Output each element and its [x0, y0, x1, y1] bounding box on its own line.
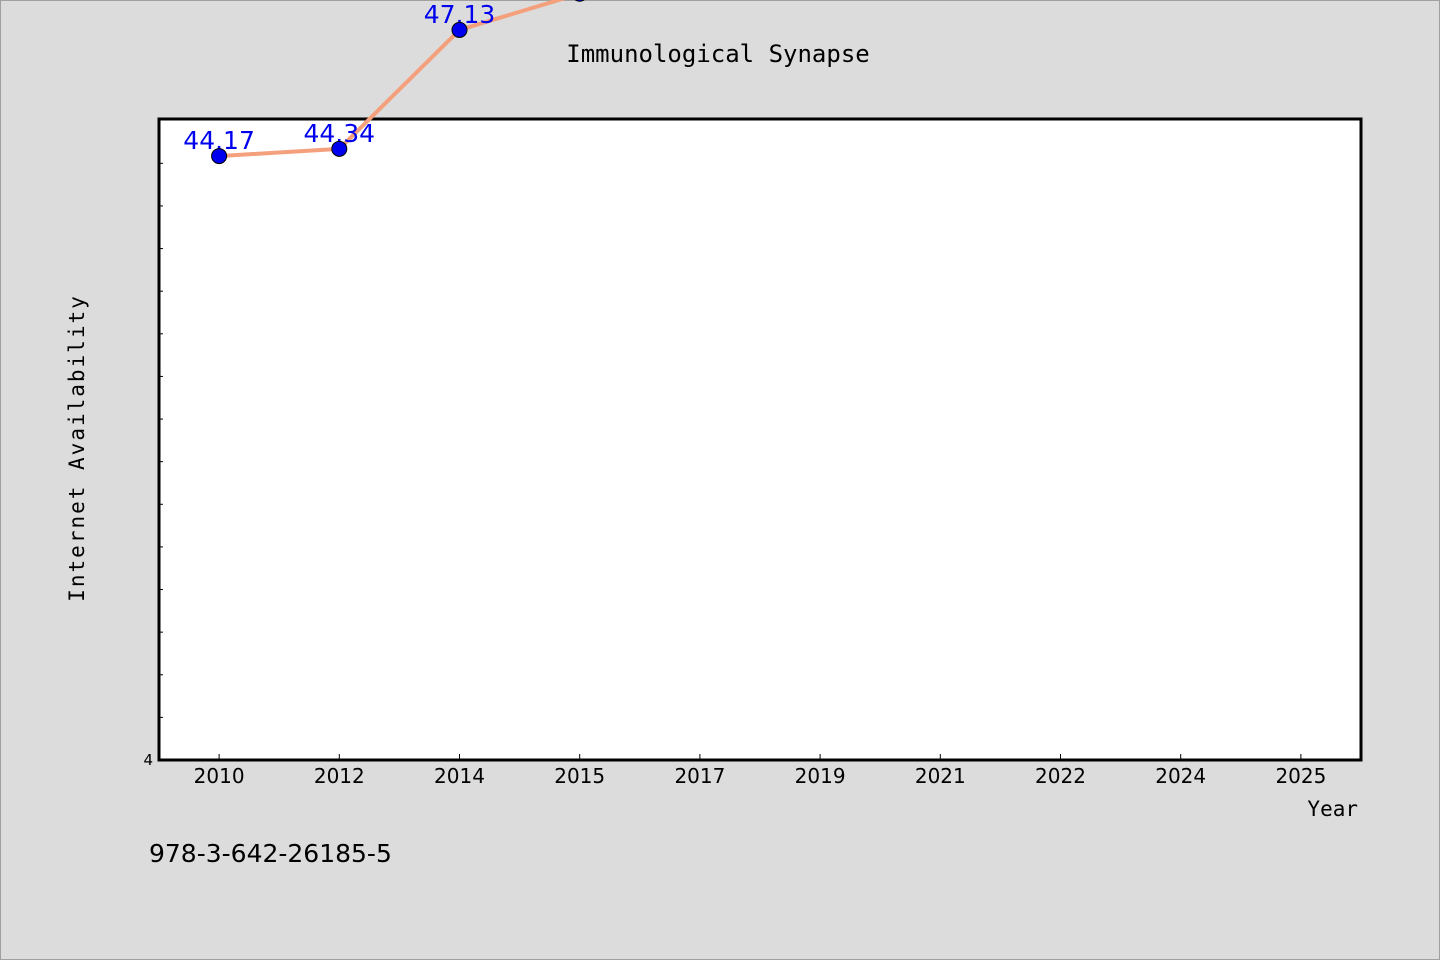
x-tick-label: 2010 [194, 764, 245, 788]
x-tick-label: 2014 [434, 764, 485, 788]
x-tick-label: 2015 [554, 764, 605, 788]
series-line [218, 0, 566, 159]
x-axis-label: Year [1307, 797, 1358, 821]
series-layer: 44.1744.3447.1347.9850.3750.8751.2750.41… [183, 0, 585, 165]
x-tick-label: 2012 [314, 764, 365, 788]
data-point [331, 140, 348, 157]
data-point [211, 148, 228, 165]
x-tick-label: 2017 [674, 764, 725, 788]
data-point [451, 21, 468, 38]
footer-code: 978-3-642-26185-5 [149, 839, 392, 868]
x-tick-label: 2021 [915, 764, 966, 788]
y-axis-ticks: 4 [143, 162, 163, 769]
data-point [574, 0, 585, 2]
x-tick-label: 2024 [1155, 764, 1206, 788]
x-tick-label: 2019 [795, 764, 846, 788]
chart-title: Immunological Synapse [566, 40, 869, 68]
x-tick-label: 2022 [1035, 764, 1086, 788]
y-axis-label: Internet Availability [65, 294, 89, 602]
x-tick-label: 2025 [1275, 764, 1326, 788]
x-axis-ticks: 2010 2012 2014 2015 2017 2019 2021 2022 2024 2025 [194, 754, 1326, 788]
y-tick-label: 4 [143, 751, 153, 769]
plot-area [157, 117, 1363, 762]
